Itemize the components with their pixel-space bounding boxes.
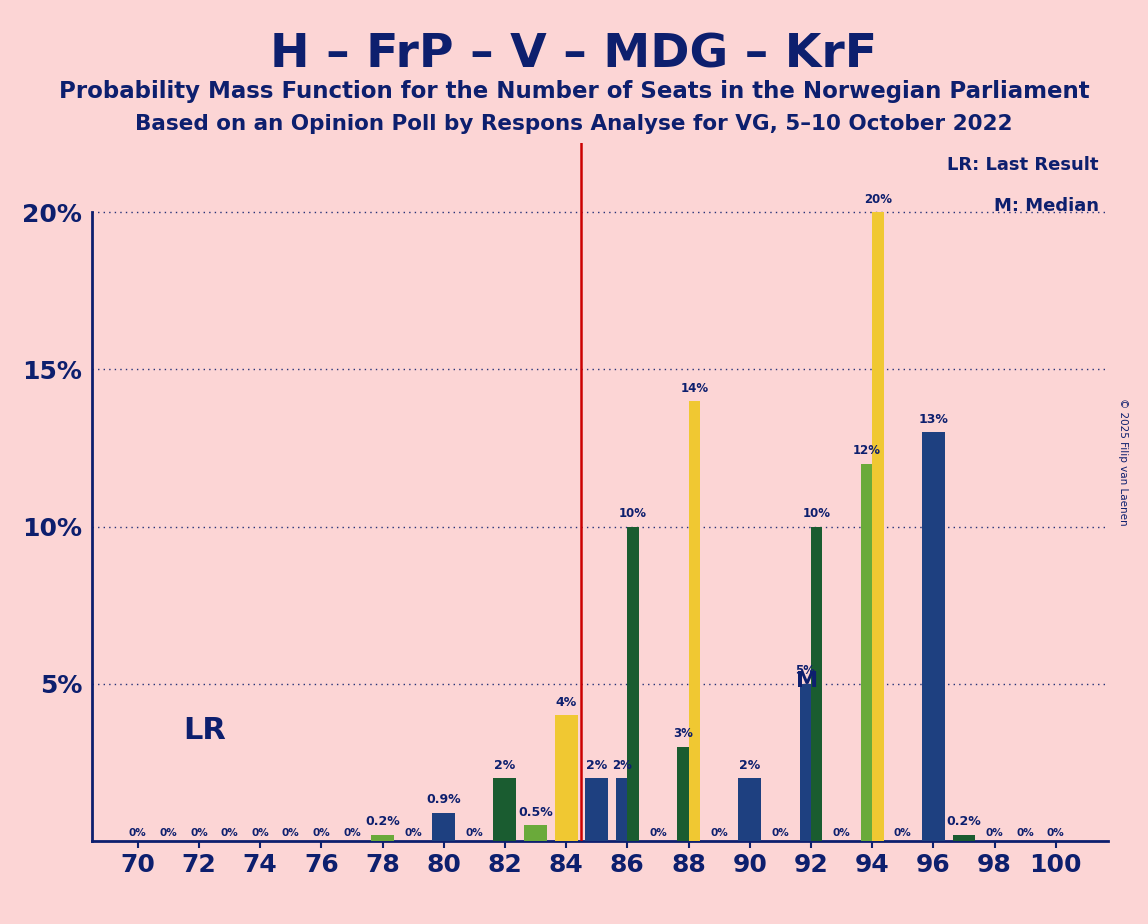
Bar — [810, 527, 822, 841]
Bar — [861, 464, 872, 841]
Text: 0%: 0% — [711, 828, 728, 838]
Text: 0%: 0% — [220, 828, 239, 838]
Text: 0.5%: 0.5% — [518, 806, 553, 819]
Text: 0%: 0% — [160, 828, 177, 838]
Bar — [627, 527, 638, 841]
Text: M: M — [796, 671, 817, 690]
Bar — [689, 401, 700, 841]
Text: 0%: 0% — [343, 828, 360, 838]
Text: 0%: 0% — [986, 828, 1003, 838]
Bar — [799, 684, 810, 841]
Text: 0%: 0% — [832, 828, 851, 838]
Text: 0%: 0% — [251, 828, 269, 838]
Bar — [872, 213, 884, 841]
Text: 4%: 4% — [556, 696, 576, 709]
Bar — [585, 778, 608, 841]
Text: M: Median: M: Median — [994, 197, 1099, 214]
Text: 0%: 0% — [649, 828, 667, 838]
Bar — [525, 825, 548, 841]
Text: 2%: 2% — [587, 759, 607, 772]
Bar — [554, 715, 577, 841]
Text: 0%: 0% — [404, 828, 422, 838]
Text: 0%: 0% — [191, 828, 208, 838]
Bar — [738, 778, 761, 841]
Text: 10%: 10% — [619, 507, 647, 520]
Bar — [615, 778, 627, 841]
Text: 2%: 2% — [739, 759, 760, 772]
Text: 14%: 14% — [681, 382, 708, 395]
Text: 20%: 20% — [864, 193, 892, 206]
Text: 0%: 0% — [894, 828, 912, 838]
Bar — [922, 432, 945, 841]
Text: 5%: 5% — [796, 664, 815, 677]
Text: 3%: 3% — [673, 727, 692, 740]
Text: © 2025 Filip van Laenen: © 2025 Filip van Laenen — [1118, 398, 1127, 526]
Bar — [433, 812, 456, 841]
Bar — [953, 834, 976, 841]
Text: 0.2%: 0.2% — [365, 815, 400, 828]
Text: LR: Last Result: LR: Last Result — [947, 156, 1099, 174]
Text: 0.2%: 0.2% — [947, 815, 982, 828]
Text: 0.9%: 0.9% — [426, 794, 461, 807]
Text: 13%: 13% — [918, 413, 948, 426]
Text: 0%: 0% — [465, 828, 483, 838]
Bar — [371, 834, 394, 841]
Text: 10%: 10% — [802, 507, 831, 520]
Text: 12%: 12% — [853, 444, 881, 457]
Text: 0%: 0% — [282, 828, 300, 838]
Text: 2%: 2% — [495, 759, 515, 772]
Bar — [494, 778, 517, 841]
Text: 0%: 0% — [312, 828, 331, 838]
Bar — [677, 747, 689, 841]
Text: LR: LR — [184, 716, 226, 746]
Text: 0%: 0% — [1047, 828, 1064, 838]
Text: 2%: 2% — [612, 759, 631, 772]
Text: Probability Mass Function for the Number of Seats in the Norwegian Parliament: Probability Mass Function for the Number… — [59, 80, 1089, 103]
Text: Based on an Opinion Poll by Respons Analyse for VG, 5–10 October 2022: Based on an Opinion Poll by Respons Anal… — [135, 114, 1013, 134]
Text: 0%: 0% — [129, 828, 147, 838]
Text: 0%: 0% — [1016, 828, 1034, 838]
Text: H – FrP – V – MDG – KrF: H – FrP – V – MDG – KrF — [271, 32, 877, 78]
Text: 0%: 0% — [771, 828, 790, 838]
